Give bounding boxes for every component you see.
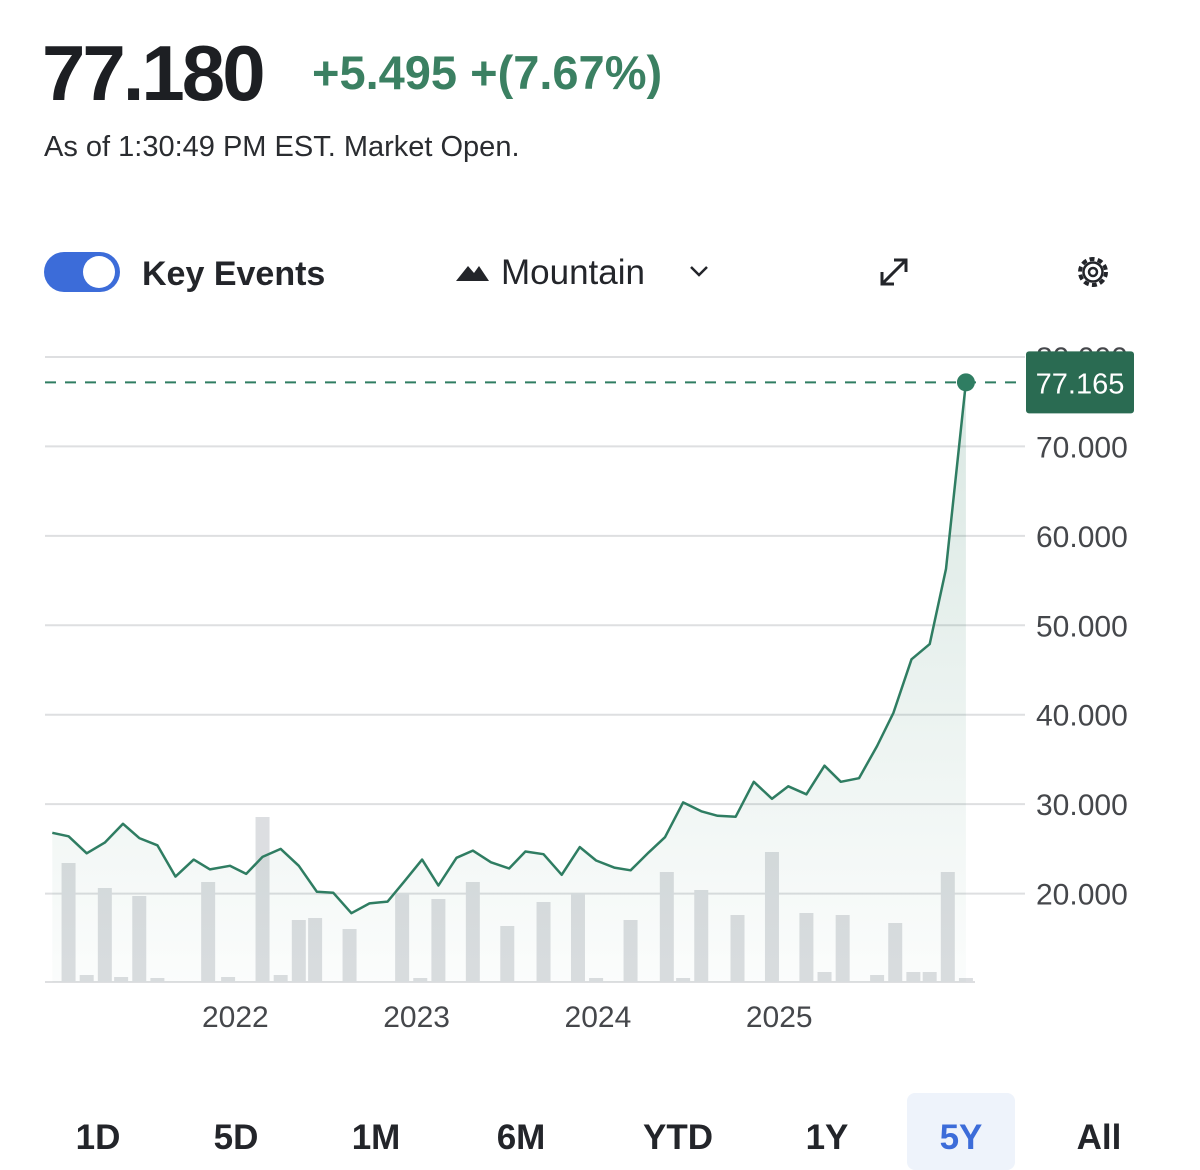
- range-button[interactable]: 6M: [497, 1118, 546, 1157]
- range-button[interactable]: 5D: [214, 1118, 259, 1157]
- y-tick-label: 30.000: [1036, 789, 1128, 822]
- gear-teeth[interactable]: [1078, 257, 1108, 287]
- y-tick-label: 50.000: [1036, 610, 1128, 643]
- last-price-tag: [1026, 351, 1134, 414]
- toggle-knob[interactable]: [83, 256, 115, 288]
- expand-line[interactable]: [880, 258, 908, 286]
- chart-style-label[interactable]: Mountain: [501, 253, 645, 292]
- x-tick-label: 2022: [202, 1001, 269, 1034]
- volume-bar: [958, 978, 973, 982]
- range-button[interactable]: 1Y: [806, 1118, 849, 1157]
- key-events-label[interactable]: Key Events: [142, 255, 325, 293]
- range-button[interactable]: 1M: [352, 1118, 401, 1157]
- price-line: [52, 382, 968, 915]
- y-tick-label: 20.000: [1036, 879, 1128, 912]
- range-buttons: 1D 5D 1M 6M YTD 1Y 5Y All: [76, 1093, 1122, 1170]
- y-tick-label: 60.000: [1036, 521, 1128, 554]
- price: 77.180: [42, 29, 263, 117]
- settings-icon[interactable]: [1078, 257, 1108, 287]
- mountain-icon[interactable]: [456, 266, 489, 281]
- last-price-dot: [956, 373, 975, 392]
- range-button[interactable]: All: [1077, 1118, 1122, 1157]
- y-tick-label: 40.000: [1036, 700, 1128, 733]
- last-price-label: 77.165: [1036, 368, 1125, 400]
- chart: 20.00030.00040.00050.00060.00070.00080.0…: [45, 342, 1134, 1034]
- gear-body[interactable]: [1082, 261, 1104, 283]
- y-tick-label: 70.000: [1036, 431, 1128, 464]
- range-selected-bg[interactable]: [907, 1093, 1015, 1170]
- x-tick-label: 2023: [383, 1001, 450, 1034]
- chevron-icon[interactable]: [690, 266, 708, 277]
- gear-hole[interactable]: [1087, 266, 1099, 278]
- range-button[interactable]: 5Y: [940, 1118, 983, 1157]
- range-button[interactable]: 1D: [76, 1118, 121, 1157]
- range-button[interactable]: YTD: [643, 1118, 713, 1157]
- expand-icon[interactable]: [880, 258, 908, 286]
- expand-arrows[interactable]: [880, 258, 908, 286]
- x-tick-label: 2025: [746, 1001, 813, 1034]
- area-fill: [52, 382, 966, 982]
- status: As of 1:30:49 PM EST. Market Open.: [44, 131, 520, 163]
- x-tick-label: 2024: [565, 1001, 632, 1034]
- key-events-toggle[interactable]: [44, 252, 120, 292]
- price-change: +5.495 +(7.67%): [312, 46, 662, 99]
